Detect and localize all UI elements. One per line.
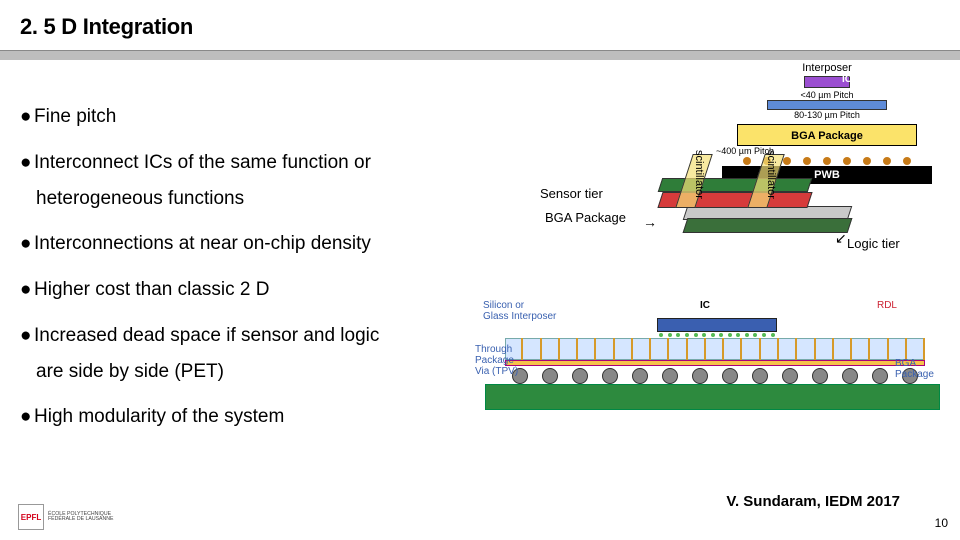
xsec-board [485, 384, 940, 410]
title-bar: 2. 5 D Integration [0, 0, 960, 44]
bullet-text: Interconnect ICs of the same function or [34, 152, 371, 173]
xsec-bga-balls [505, 366, 925, 386]
arrow-icon: → [643, 214, 657, 230]
tier-figure: scintillator scintillator Sensor tier BG… [545, 150, 925, 270]
bullet-text: Interconnections at near on-chip density [34, 233, 371, 254]
pitch-label: 80-130 µm Pitch [712, 110, 942, 120]
bullet-text: Increased dead space if sensor and logic [34, 325, 379, 346]
rdl-label: RDL [877, 300, 897, 311]
sensor-tier-label: Sensor tier [540, 186, 603, 201]
footer-logo: EPFL ÉCOLE POLYTECHNIQUE FÉDÉRALE DE LAU… [18, 504, 113, 530]
bga-layer: BGA Package [737, 124, 917, 146]
epfl-logo-icon: EPFL [18, 504, 44, 530]
epfl-logo-text: ÉCOLE POLYTECHNIQUE FÉDÉRALE DE LAUSANNE [48, 512, 113, 522]
ic-layer: IC [804, 76, 850, 88]
ic-label: IC [842, 74, 852, 85]
xsec-vias [505, 338, 925, 360]
bullet-text: High modularity of the system [34, 406, 284, 427]
slide-title: 2. 5 D Integration [20, 14, 960, 40]
interposer-layer [767, 100, 887, 110]
citation: V. Sundaram, IEDM 2017 [726, 493, 900, 510]
scintillator-label: scintillator [693, 150, 705, 199]
cross-section-figure: Silicon or Glass Interposer IC RDL Throu… [475, 300, 945, 440]
bullet-item: ●Higher cost than classic 2 D [20, 278, 940, 302]
xsec-ic [657, 318, 777, 332]
figure-caption: Interposer [712, 62, 942, 74]
interposer-label: Silicon or Glass Interposer [483, 300, 556, 322]
ic-label: IC [700, 300, 710, 311]
bga-package-label: BGA Package [545, 210, 626, 225]
title-underline [0, 50, 960, 60]
arrow-icon: ↙ [835, 230, 847, 247]
scintillator-label: scintillator [765, 150, 777, 199]
bullet-text: Fine pitch [34, 106, 116, 127]
bga-body-face [683, 218, 853, 233]
slide-root: 2. 5 D Integration ●Fine pitch ●Intercon… [0, 0, 960, 540]
page-number: 10 [935, 516, 948, 530]
logic-tier-label: Logic tier [847, 236, 900, 251]
tpv-label: Through Package Via (TPV) [475, 344, 539, 377]
bga-label: BGA Package [895, 358, 945, 380]
bullet-text: Higher cost than classic 2 D [34, 279, 270, 300]
pitch-label: <40 µm Pitch [712, 90, 942, 100]
